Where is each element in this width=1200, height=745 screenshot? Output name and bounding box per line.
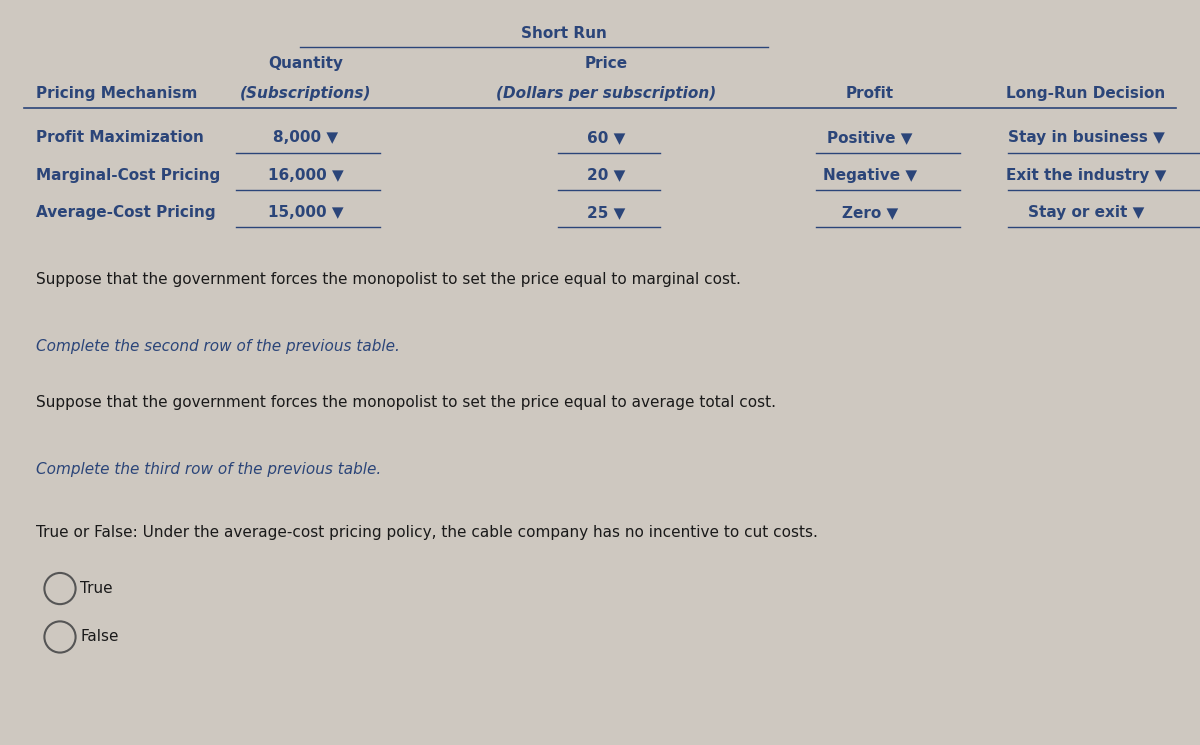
- Text: Price: Price: [584, 56, 628, 71]
- Text: Exit the industry ▼: Exit the industry ▼: [1006, 168, 1166, 183]
- Text: Positive ▼: Positive ▼: [827, 130, 913, 145]
- Text: Complete the third row of the previous table.: Complete the third row of the previous t…: [36, 462, 382, 477]
- Text: (Subscriptions): (Subscriptions): [240, 86, 372, 101]
- Text: Marginal-Cost Pricing: Marginal-Cost Pricing: [36, 168, 221, 183]
- Text: Long-Run Decision: Long-Run Decision: [1007, 86, 1165, 101]
- Text: 20 ▼: 20 ▼: [587, 168, 625, 183]
- Text: True or False: Under the average-cost pricing policy, the cable company has no i: True or False: Under the average-cost pr…: [36, 525, 818, 540]
- Text: 8,000 ▼: 8,000 ▼: [274, 130, 338, 145]
- Text: Profit Maximization: Profit Maximization: [36, 130, 204, 145]
- Text: (Dollars per subscription): (Dollars per subscription): [496, 86, 716, 101]
- Text: 15,000 ▼: 15,000 ▼: [268, 205, 344, 220]
- Text: Stay in business ▼: Stay in business ▼: [1008, 130, 1164, 145]
- Text: True: True: [80, 581, 113, 596]
- Text: Stay or exit ▼: Stay or exit ▼: [1028, 205, 1144, 220]
- Text: Quantity: Quantity: [269, 56, 343, 71]
- Text: Negative ▼: Negative ▼: [823, 168, 917, 183]
- Text: 25 ▼: 25 ▼: [587, 205, 625, 220]
- Text: Complete the second row of the previous table.: Complete the second row of the previous …: [36, 339, 400, 354]
- Text: False: False: [80, 630, 119, 644]
- Text: 16,000 ▼: 16,000 ▼: [268, 168, 344, 183]
- Text: Suppose that the government forces the monopolist to set the price equal to aver: Suppose that the government forces the m…: [36, 395, 776, 410]
- Text: 60 ▼: 60 ▼: [587, 130, 625, 145]
- Text: Pricing Mechanism: Pricing Mechanism: [36, 86, 197, 101]
- Text: Suppose that the government forces the monopolist to set the price equal to marg: Suppose that the government forces the m…: [36, 272, 740, 287]
- Text: Average-Cost Pricing: Average-Cost Pricing: [36, 205, 216, 220]
- Text: Short Run: Short Run: [521, 26, 607, 41]
- Text: Zero ▼: Zero ▼: [842, 205, 898, 220]
- Text: Profit: Profit: [846, 86, 894, 101]
